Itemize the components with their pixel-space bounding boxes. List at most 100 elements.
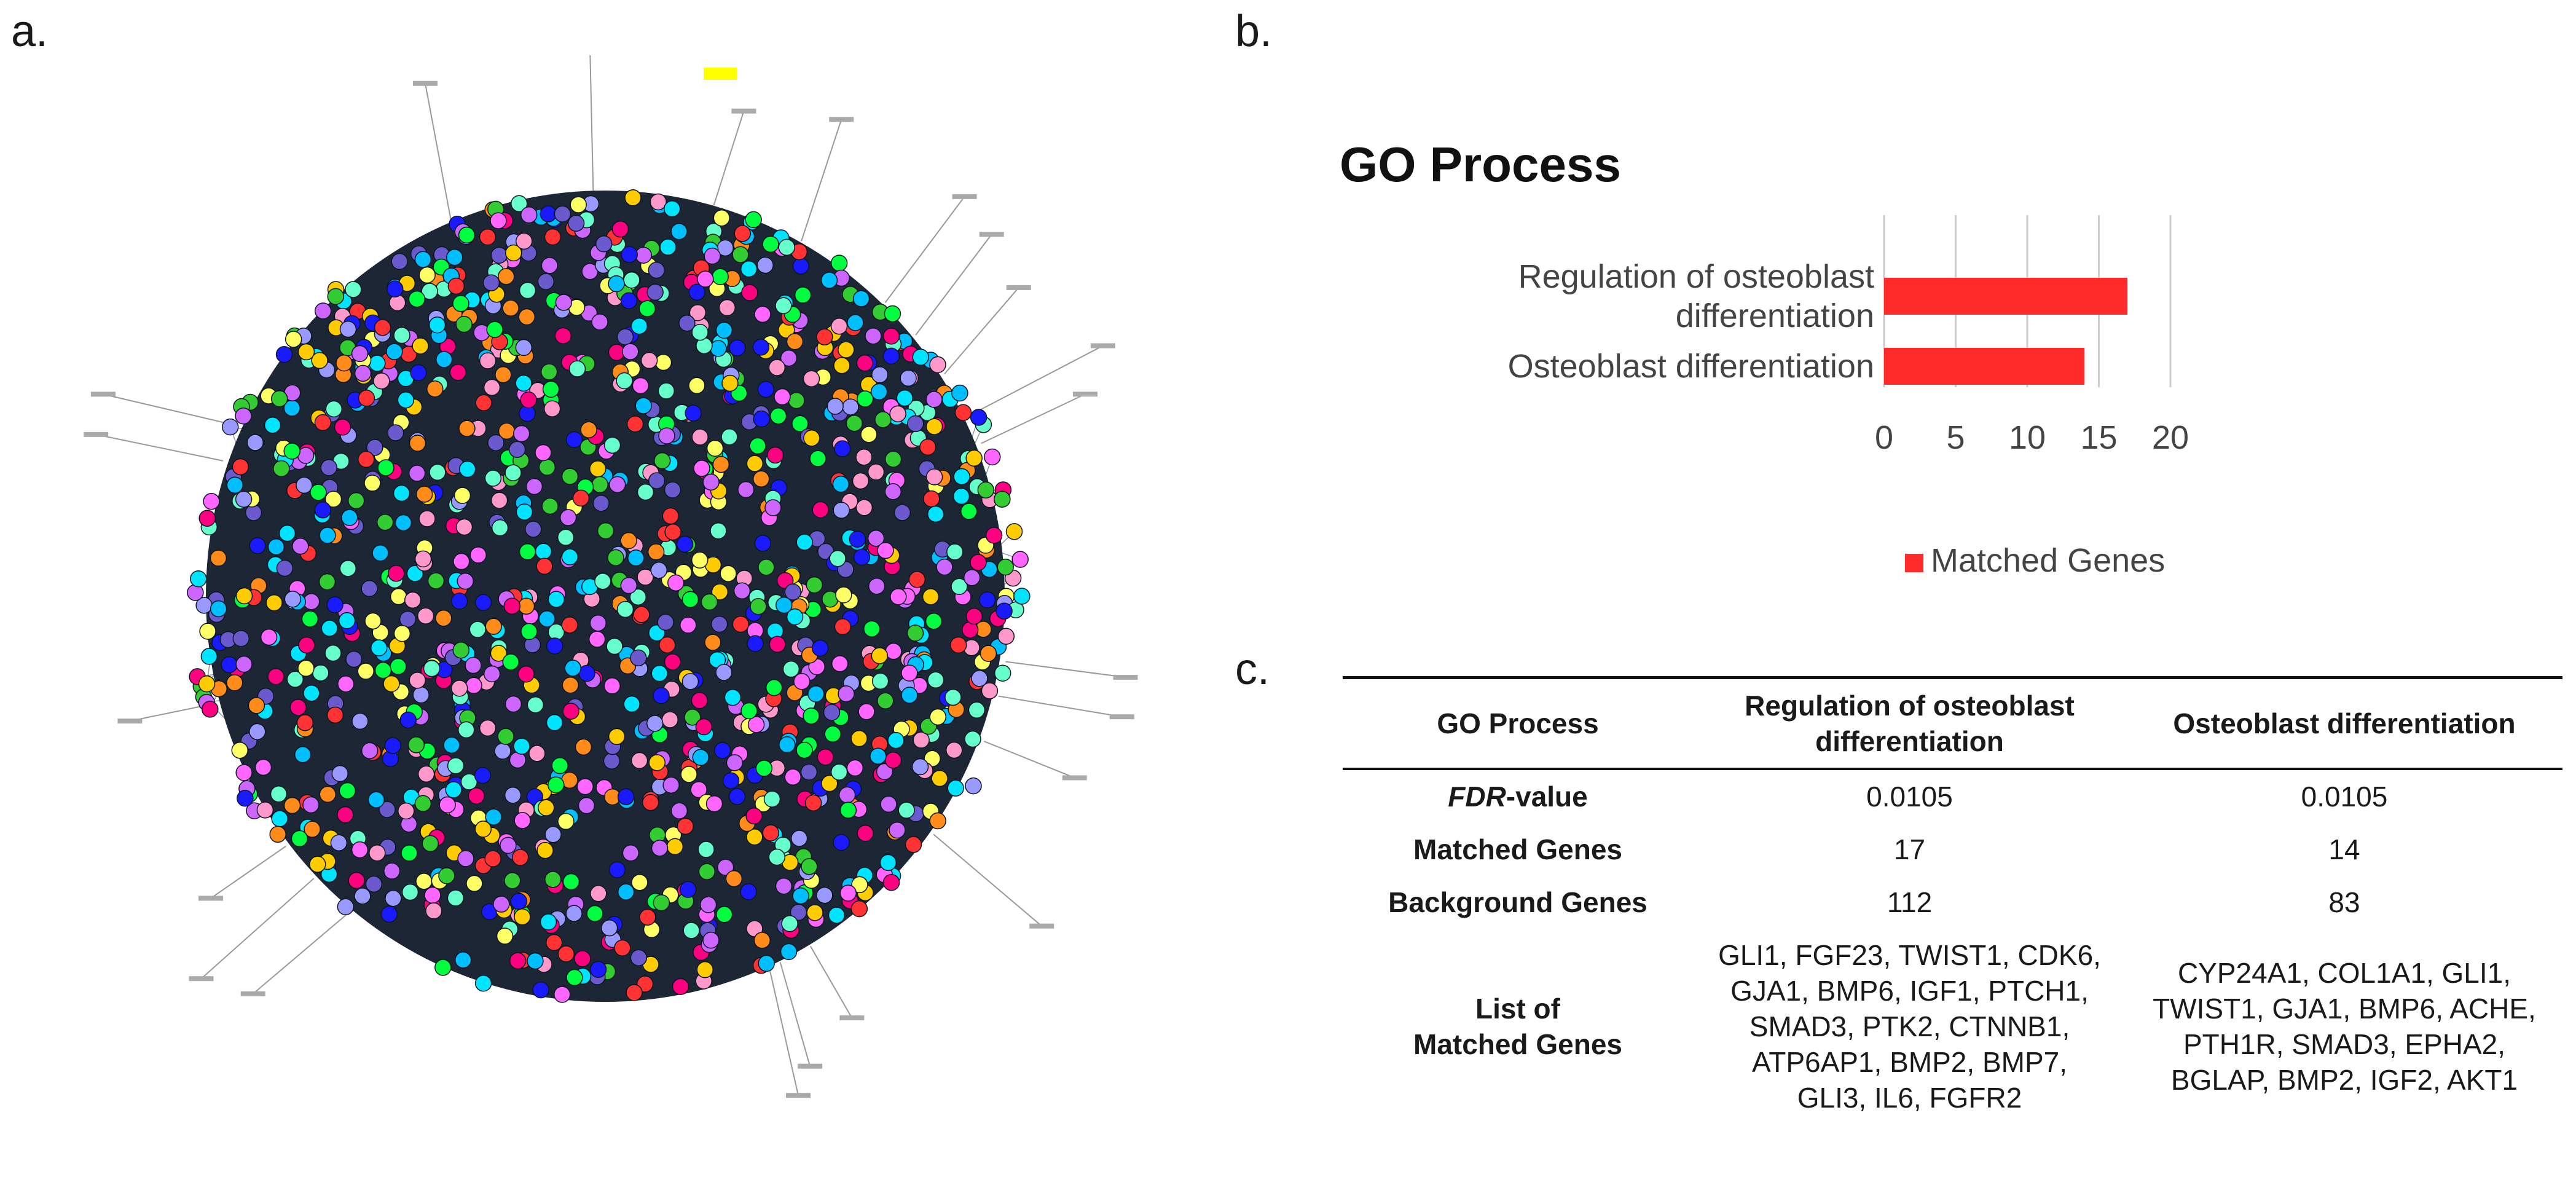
- network-node: [358, 390, 375, 407]
- network-node: [327, 288, 345, 305]
- network-node: [318, 573, 336, 591]
- network-node: [693, 460, 710, 477]
- peripheral-node-label: [1006, 285, 1031, 290]
- network-node: [412, 337, 429, 355]
- network-node: [834, 440, 851, 457]
- network-node: [399, 610, 417, 628]
- network-node: [547, 776, 565, 793]
- network-node: [512, 425, 530, 443]
- network-node: [661, 711, 679, 728]
- network-node: [868, 577, 886, 595]
- x-tick-label: 5: [1946, 419, 1965, 456]
- network-node: [922, 588, 940, 605]
- network-node: [829, 549, 846, 567]
- network-node: [502, 299, 519, 317]
- network-node: [906, 624, 924, 642]
- network-node: [458, 420, 476, 437]
- network-node: [434, 959, 452, 976]
- network-node: [297, 343, 315, 361]
- network-node: [884, 483, 902, 500]
- category-label: Regulation of osteoblast: [1518, 258, 1874, 295]
- highlight-node-label: [704, 68, 737, 80]
- network-node: [373, 372, 390, 390]
- network-node: [718, 299, 736, 317]
- network-node: [485, 808, 502, 825]
- network-node: [701, 593, 718, 611]
- network-node: [710, 340, 727, 357]
- network-node: [474, 594, 492, 612]
- network-node: [453, 553, 470, 570]
- network-node: [445, 781, 462, 798]
- network-node: [778, 238, 795, 256]
- network-node: [833, 833, 850, 851]
- network-node: [337, 898, 355, 916]
- network-node: [647, 543, 665, 561]
- network-node: [270, 785, 288, 803]
- network-node: [793, 673, 811, 690]
- network-node: [631, 873, 648, 891]
- network-node: [606, 637, 623, 655]
- network-node: [713, 209, 731, 227]
- network-node: [835, 586, 852, 604]
- network-node: [302, 796, 320, 814]
- network-node: [414, 251, 432, 268]
- network-node: [879, 854, 897, 872]
- network-node: [555, 294, 573, 311]
- network-node: [691, 428, 709, 446]
- network-node: [291, 830, 308, 848]
- peripheral-node-label: [1113, 674, 1138, 680]
- network-node: [695, 718, 713, 736]
- network-node: [769, 408, 787, 425]
- network-node: [776, 596, 793, 614]
- network-node: [450, 680, 468, 697]
- network-node: [457, 572, 474, 590]
- network-node: [494, 742, 511, 760]
- network-node: [651, 664, 668, 682]
- network-node: [696, 961, 713, 978]
- network-node: [646, 715, 664, 732]
- network-node: [544, 826, 562, 843]
- network-node: [765, 679, 783, 696]
- network-edge: [768, 967, 799, 1096]
- network-node: [428, 316, 446, 334]
- network-node: [326, 706, 344, 724]
- network-node: [949, 636, 967, 654]
- network-node: [297, 659, 315, 677]
- network-node: [924, 750, 941, 768]
- network-node: [285, 331, 302, 348]
- network-node: [231, 741, 249, 759]
- network-node: [561, 548, 579, 565]
- network-node: [706, 439, 724, 457]
- network-node: [414, 795, 432, 813]
- network-node: [301, 610, 319, 628]
- network-node: [546, 637, 564, 655]
- network-node: [540, 205, 557, 222]
- gene-line: GLI3, IL6, FGFR2: [1797, 1082, 2022, 1114]
- network-node: [800, 763, 818, 781]
- network-node: [732, 615, 750, 633]
- network-node: [679, 881, 697, 898]
- network-node: [688, 283, 705, 301]
- network-node: [970, 554, 987, 571]
- network-node: [659, 636, 676, 654]
- network-node: [354, 364, 372, 382]
- network-node: [953, 468, 970, 486]
- network-node: [889, 821, 906, 839]
- network-node: [469, 621, 487, 638]
- network-node: [929, 812, 946, 830]
- network-node: [616, 372, 633, 390]
- network-node: [893, 504, 911, 521]
- network-node: [871, 672, 889, 690]
- network-node: [857, 824, 874, 842]
- network-node: [851, 876, 868, 894]
- row-label-fdr: FDR-value: [1343, 769, 1693, 823]
- network-node: [536, 841, 554, 859]
- network-node: [578, 797, 595, 814]
- network-node: [927, 505, 944, 523]
- network-node: [681, 591, 699, 608]
- header-osteoblast: Osteoblast differentiation: [2173, 707, 2516, 739]
- network-node: [780, 349, 798, 367]
- network-node: [516, 503, 533, 521]
- network-node: [803, 430, 820, 447]
- gene-line: ATP6AP1, BMP2, BMP7,: [1751, 1046, 2067, 1078]
